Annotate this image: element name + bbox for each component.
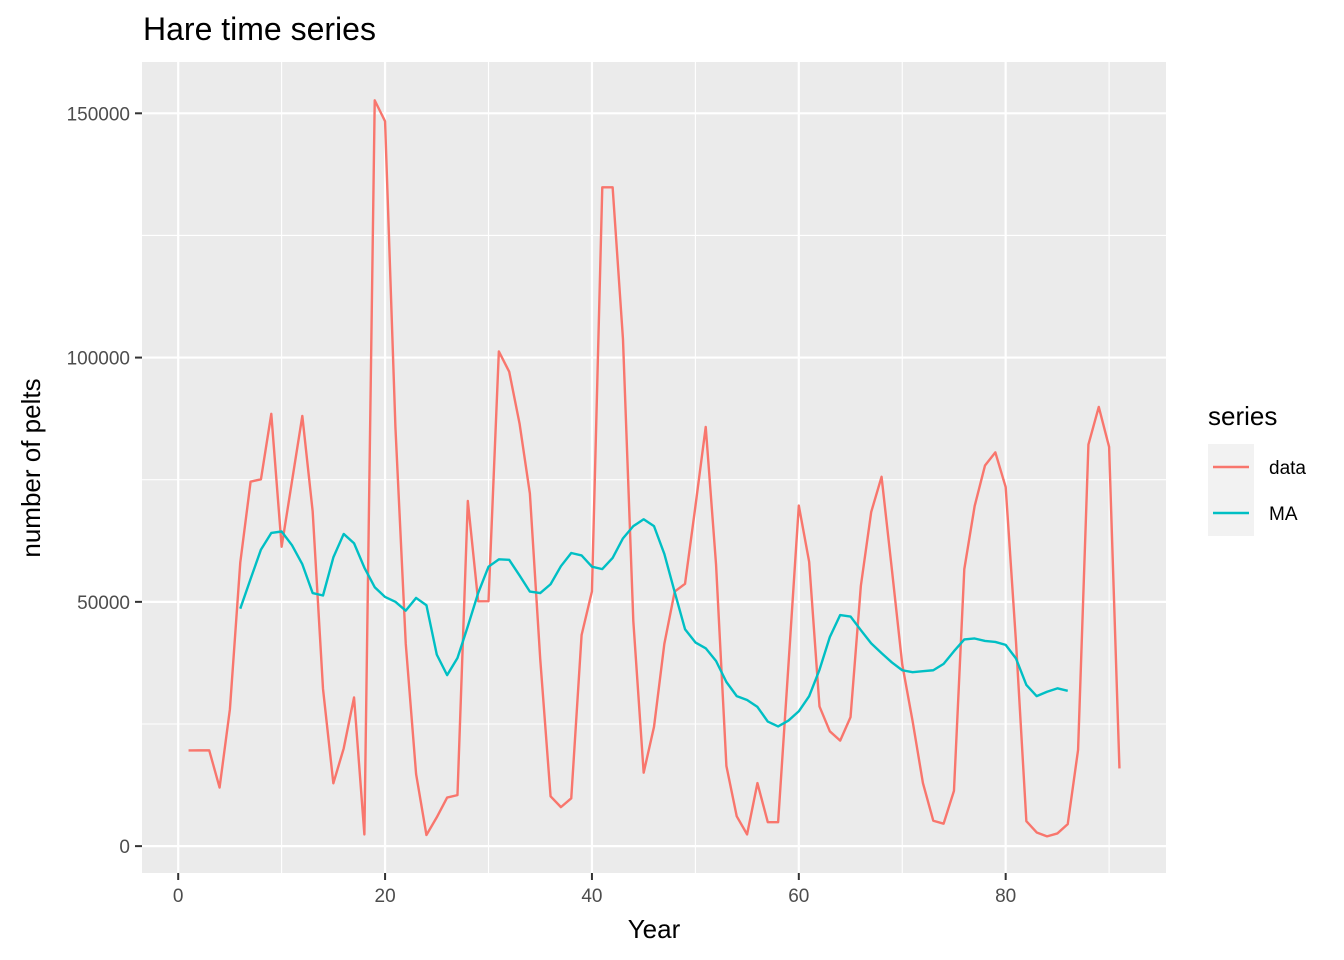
x-tick-label: 80	[995, 886, 1016, 907]
plot-panel	[142, 62, 1166, 873]
legend-title: series	[1208, 401, 1277, 431]
x-axis: 0 20 40 60 80	[173, 873, 1016, 907]
x-tick-label: 20	[375, 886, 396, 907]
chart-title: Hare time series	[143, 11, 376, 47]
y-tick-label: 150000	[67, 104, 130, 125]
x-tick-label: 40	[581, 886, 602, 907]
y-axis: 0 50000 100000 150000	[67, 104, 142, 858]
legend-label-data: data	[1269, 458, 1306, 479]
legend-keys: data MA	[1208, 444, 1306, 536]
y-tick-label: 50000	[77, 593, 130, 614]
legend-label-MA: MA	[1269, 504, 1298, 525]
major-gridlines	[142, 62, 1166, 873]
series-lines	[188, 99, 1121, 838]
series-line-MA	[239, 518, 1069, 728]
series-line-data	[188, 99, 1121, 838]
x-axis-title: Year	[628, 914, 681, 944]
y-tick-label: 0	[119, 837, 130, 858]
x-tick-label: 60	[788, 886, 809, 907]
y-axis-title: number of pelts	[16, 378, 46, 557]
legend: series data MA	[1208, 401, 1306, 536]
x-tick-label: 0	[173, 886, 184, 907]
y-tick-label: 100000	[67, 349, 130, 370]
